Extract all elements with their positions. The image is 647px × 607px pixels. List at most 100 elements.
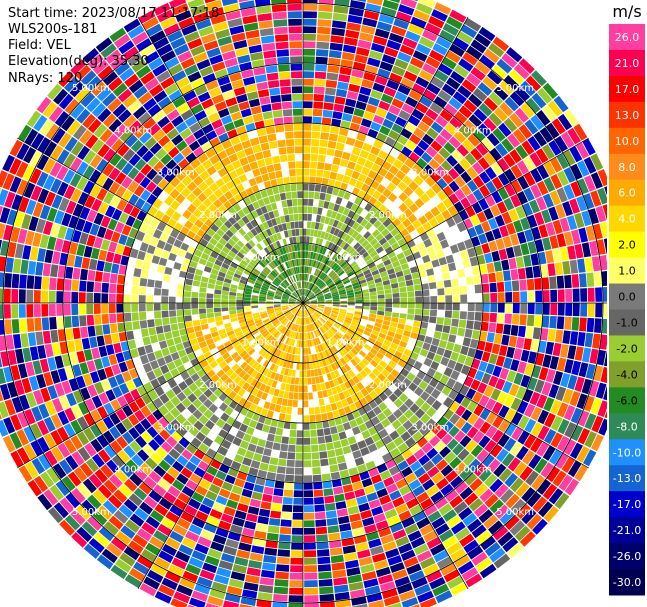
velocity-gate <box>114 221 125 234</box>
velocity-gate <box>98 345 108 358</box>
velocity-gate <box>291 527 303 535</box>
velocity-gate <box>515 337 525 349</box>
range-ring-label: 1.00km <box>327 253 365 264</box>
velocity-gate <box>244 311 252 316</box>
velocity-gate <box>478 435 491 449</box>
velocity-gate <box>3 417 16 434</box>
velocity-gate <box>234 255 243 263</box>
velocity-gate <box>477 382 488 394</box>
velocity-gate <box>67 471 82 487</box>
velocity-gate <box>429 344 438 354</box>
velocity-gate <box>215 28 231 40</box>
velocity-gate <box>331 164 340 173</box>
velocity-gate <box>187 367 197 377</box>
velocity-gate <box>141 522 156 536</box>
velocity-gate <box>285 474 294 482</box>
velocity-gate <box>296 183 303 191</box>
velocity-gate <box>245 284 253 290</box>
velocity-gate <box>343 234 351 243</box>
velocity-gate <box>495 378 506 391</box>
velocity-gate <box>498 405 510 418</box>
velocity-gate <box>375 566 391 578</box>
velocity-gate <box>153 36 170 50</box>
velocity-gate <box>109 27 127 43</box>
velocity-gate <box>214 452 225 463</box>
velocity-gate <box>262 318 270 324</box>
velocity-gate <box>277 314 285 319</box>
velocity-gate <box>397 152 408 163</box>
velocity-gate <box>256 5 272 15</box>
velocity-gate <box>265 237 273 245</box>
velocity-gate <box>37 493 53 511</box>
velocity-gate <box>254 282 262 287</box>
velocity-gate <box>472 430 485 444</box>
velocity-gate <box>106 542 123 558</box>
velocity-gate <box>311 444 319 452</box>
velocity-gate <box>294 482 303 490</box>
velocity-gate <box>303 377 308 385</box>
velocity-gate <box>169 176 181 188</box>
velocity-gate <box>328 329 335 336</box>
velocity-gate <box>268 345 275 353</box>
velocity-gate <box>481 372 492 385</box>
velocity-gate <box>30 133 45 150</box>
velocity-gate <box>255 523 268 532</box>
velocity-gate <box>467 311 475 321</box>
velocity-gate <box>525 470 539 486</box>
velocity-gate <box>267 378 274 387</box>
velocity-gate <box>128 493 143 507</box>
velocity-gate <box>329 271 336 278</box>
velocity-gate <box>362 296 370 300</box>
velocity-gate <box>265 540 278 549</box>
velocity-gate <box>333 103 345 113</box>
velocity-gate <box>243 76 256 86</box>
velocity-gate <box>326 186 334 195</box>
nrays-label: NRays: 120 <box>8 71 83 86</box>
velocity-gate <box>501 211 512 225</box>
velocity-gate <box>324 323 331 329</box>
velocity-gate <box>285 191 292 200</box>
velocity-gate <box>266 303 273 305</box>
velocity-gate <box>397 414 408 425</box>
velocity-gate <box>64 279 72 291</box>
velocity-gate <box>339 214 347 223</box>
velocity-gate <box>430 235 440 245</box>
velocity-gate <box>311 315 316 322</box>
velocity-gate <box>11 273 20 289</box>
velocity-gate <box>247 203 255 213</box>
velocity-gate <box>265 255 272 263</box>
velocity-gate <box>486 132 500 147</box>
velocity-gate <box>347 387 356 396</box>
velocity-gate <box>181 537 197 549</box>
velocity-gate <box>336 455 346 464</box>
velocity-gate <box>297 355 301 363</box>
velocity-gate <box>556 233 567 248</box>
velocity-gate <box>582 138 596 156</box>
colorbar-tick-label: 21.0 <box>615 57 640 70</box>
velocity-gate <box>43 141 57 157</box>
velocity-gate <box>340 374 348 383</box>
velocity-gate <box>164 570 181 584</box>
velocity-gate <box>93 358 104 370</box>
velocity-gate <box>40 471 55 488</box>
velocity-gate <box>577 410 590 427</box>
velocity-gate <box>555 203 566 219</box>
velocity-gate <box>442 272 451 281</box>
velocity-gate <box>298 221 303 229</box>
velocity-gate <box>173 152 185 164</box>
velocity-gate <box>443 141 456 154</box>
velocity-gate <box>291 294 297 299</box>
velocity-gate <box>209 588 226 600</box>
velocity-gate <box>221 246 230 254</box>
velocity-gate <box>392 159 404 170</box>
velocity-gate <box>303 490 314 498</box>
velocity-gate <box>584 332 594 348</box>
velocity-gate <box>488 353 498 365</box>
velocity-gate <box>403 330 411 338</box>
velocity-gate <box>314 338 319 345</box>
velocity-gate <box>256 355 264 364</box>
velocity-gate <box>459 467 473 481</box>
velocity-gate <box>480 273 489 284</box>
velocity-gate <box>493 86 509 101</box>
velocity-gate <box>478 26 496 42</box>
